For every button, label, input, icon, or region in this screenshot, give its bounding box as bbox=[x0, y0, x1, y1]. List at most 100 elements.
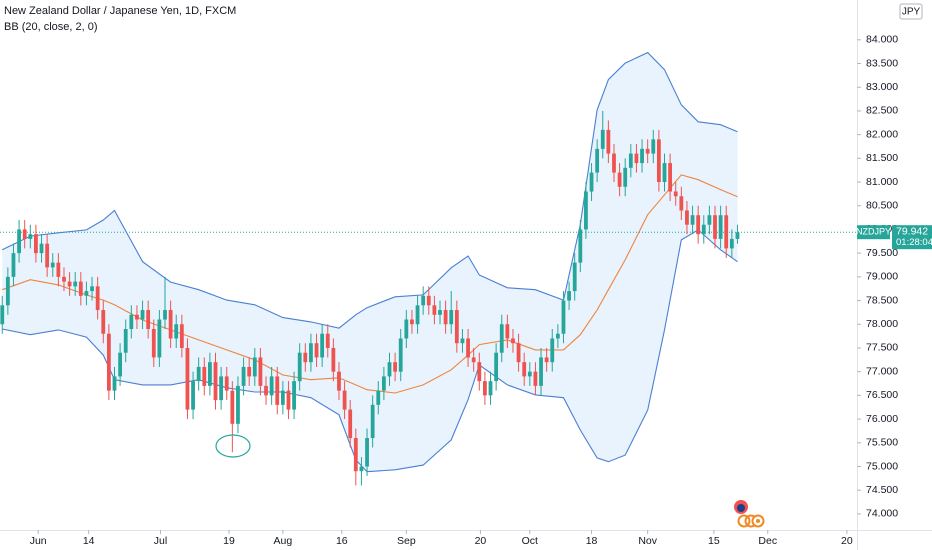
candle-body bbox=[213, 362, 218, 401]
y-tick-label: 74.500 bbox=[866, 484, 898, 496]
x-tick-label: Dec bbox=[758, 535, 777, 547]
candle-body bbox=[191, 381, 195, 410]
symbol-label: NZDJPY bbox=[856, 227, 891, 237]
currency-label[interactable]: JPY bbox=[902, 7, 921, 18]
axes: 74.000 74.500 75.000 75.500 76.000 76.500 77.0… bbox=[30, 34, 932, 547]
candle-body bbox=[365, 438, 369, 467]
candle-body bbox=[471, 357, 476, 363]
candle-body bbox=[348, 409, 353, 439]
candle-body bbox=[724, 215, 729, 249]
drawing-ellipse[interactable] bbox=[215, 434, 251, 458]
price-tag bbox=[892, 225, 932, 250]
candle-body bbox=[286, 390, 291, 410]
symbol-tag bbox=[857, 225, 890, 240]
candle-body bbox=[466, 338, 470, 358]
event-icon-flag bbox=[737, 504, 745, 512]
candle-body bbox=[258, 357, 263, 386]
candle-body bbox=[651, 139, 656, 154]
candle-body bbox=[673, 191, 678, 197]
y-tick-label: 79.000 bbox=[866, 271, 898, 283]
candle-body bbox=[123, 328, 128, 353]
candle-body bbox=[561, 300, 566, 334]
candle-body bbox=[578, 229, 583, 263]
candle-body bbox=[275, 376, 280, 405]
candle-body bbox=[331, 347, 336, 372]
candle-body bbox=[325, 333, 330, 348]
candle-body bbox=[544, 357, 549, 363]
candle-body bbox=[78, 281, 83, 296]
candle-body bbox=[516, 343, 521, 363]
candle-body bbox=[415, 305, 420, 325]
currency-box[interactable] bbox=[899, 3, 923, 20]
x-tick-label: 14 bbox=[83, 535, 95, 547]
candle-body bbox=[426, 295, 431, 306]
candle-body bbox=[533, 371, 538, 386]
y-tick-label: 77.500 bbox=[866, 342, 898, 354]
candle-body bbox=[236, 385, 240, 424]
candle-body bbox=[101, 310, 106, 334]
y-tick-label: 81.000 bbox=[866, 176, 898, 188]
candle-body bbox=[269, 376, 274, 396]
candle-body bbox=[359, 466, 364, 472]
candle-body bbox=[438, 310, 442, 315]
candle-body bbox=[410, 319, 414, 325]
candle-body bbox=[398, 338, 403, 372]
band-upper bbox=[1, 51, 738, 329]
candle-body bbox=[376, 390, 381, 405]
countdown-label: 01:28:04 bbox=[896, 237, 932, 248]
x-tick-label: 16 bbox=[336, 535, 348, 547]
y-tick-label: 76.000 bbox=[866, 413, 898, 425]
candle-body bbox=[645, 148, 650, 154]
x-tick-label: 18 bbox=[586, 535, 598, 547]
earnings-icon-dot bbox=[756, 519, 760, 523]
earnings-icon[interactable] bbox=[737, 514, 751, 528]
x-tick-label: Nov bbox=[638, 535, 657, 547]
candle-body bbox=[729, 238, 734, 249]
x-tick-label: 20 bbox=[841, 535, 853, 547]
candle-body bbox=[617, 172, 622, 187]
y-tick-label: 81.500 bbox=[866, 152, 898, 164]
candle-body bbox=[404, 319, 409, 339]
candle-body bbox=[589, 172, 594, 192]
x-tick-label: Jul bbox=[154, 535, 167, 547]
candle-body bbox=[735, 232, 740, 239]
candle-body bbox=[11, 253, 16, 277]
x-tick-label: Aug bbox=[274, 535, 293, 547]
candle-body bbox=[5, 276, 10, 306]
candle-body bbox=[488, 381, 493, 396]
candle-body bbox=[95, 286, 100, 311]
y-tick-label: 82.500 bbox=[866, 105, 898, 117]
y-tick-label: 75.500 bbox=[866, 437, 898, 449]
candle-body bbox=[314, 343, 319, 358]
y-tick-label: 80.500 bbox=[866, 200, 898, 212]
candle-body bbox=[460, 338, 465, 344]
candle-body bbox=[454, 310, 459, 344]
y-tick-label: 78.000 bbox=[866, 318, 898, 330]
candle-body bbox=[421, 295, 426, 306]
candle-body bbox=[129, 314, 134, 329]
x-tick-label: 20 bbox=[475, 535, 487, 547]
candle-body bbox=[696, 215, 701, 235]
candle-body bbox=[381, 376, 386, 391]
candle-body bbox=[106, 333, 111, 391]
candle-body bbox=[157, 319, 162, 358]
candle-body bbox=[679, 196, 684, 211]
candle-body bbox=[34, 234, 38, 254]
y-tick-label: 75.000 bbox=[866, 460, 898, 472]
candle-body bbox=[668, 163, 673, 192]
candle-body bbox=[45, 243, 50, 268]
y-tick-label: 83.500 bbox=[866, 57, 898, 69]
candle-body bbox=[511, 338, 515, 344]
candle-body bbox=[219, 376, 224, 401]
candle-body bbox=[443, 310, 448, 325]
candle-body bbox=[309, 343, 313, 363]
y-tick-label: 79.500 bbox=[866, 247, 898, 259]
candle-body bbox=[73, 281, 78, 287]
y-tick-label: 83.000 bbox=[866, 81, 898, 93]
candle-body bbox=[483, 381, 487, 396]
candle-body bbox=[56, 262, 61, 277]
x-tick-label: Oct bbox=[522, 535, 538, 547]
candle-body bbox=[522, 362, 527, 377]
y-tick-label: 76.500 bbox=[866, 389, 898, 401]
candle-body bbox=[303, 352, 308, 363]
